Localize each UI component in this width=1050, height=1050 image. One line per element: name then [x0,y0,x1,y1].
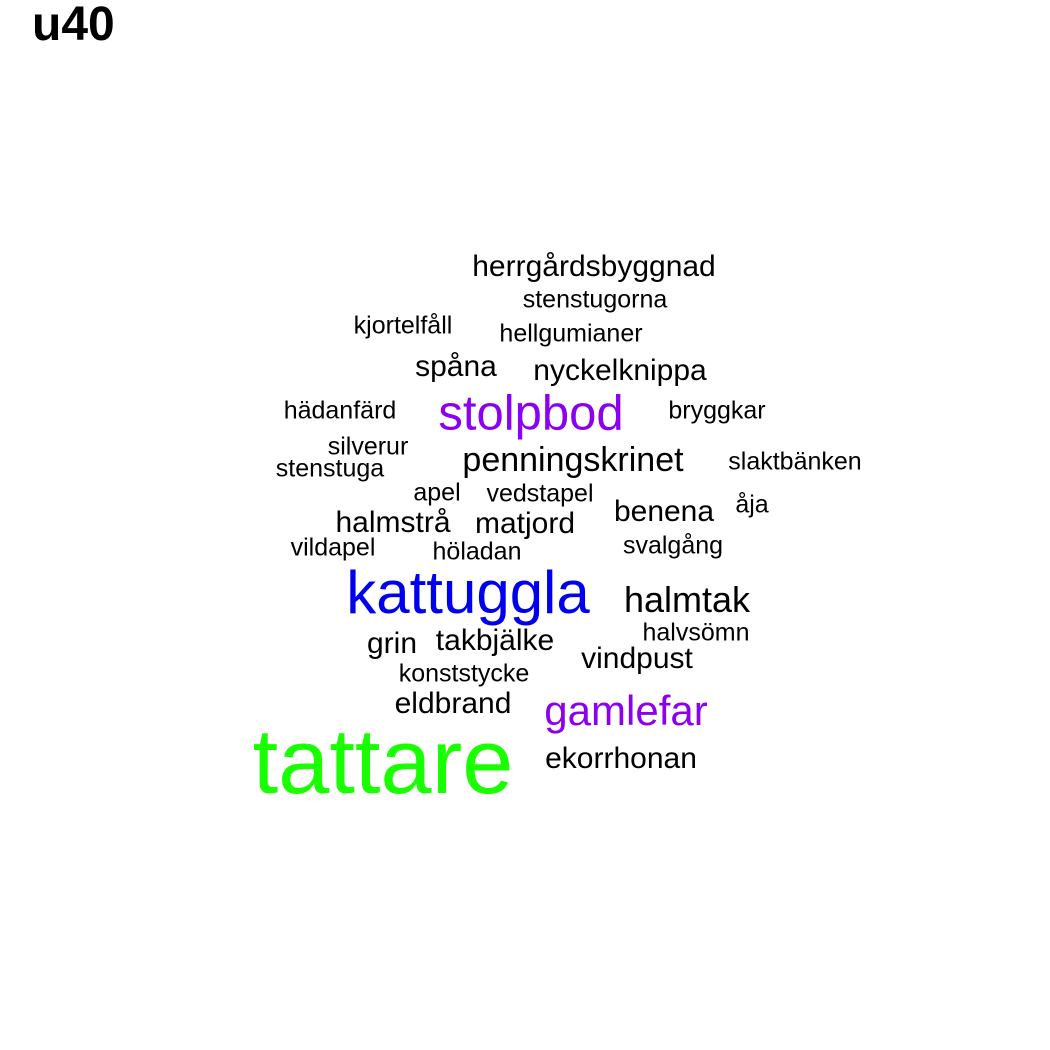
cloud-word: konststycke [398,659,530,688]
cloud-word: vindpust [581,642,693,675]
cloud-word: halmstrå [335,506,451,539]
cloud-word: vildapel [290,533,376,562]
cloud-word: matjord [474,507,576,540]
cloud-word: stenstugorna [522,285,668,314]
cloud-word: höladan [432,537,522,566]
cloud-word: herrgårdsbyggnad [472,250,716,283]
cloud-word: penningskrinet [462,441,684,479]
cloud-word: takbjälke [435,624,555,657]
cloud-word: kattuggla [346,559,590,626]
cloud-word: nyckelknippa [533,354,707,387]
chart-title: u40 [32,0,115,51]
cloud-word: ekorrhonan [545,742,697,775]
cloud-word: gamlefar [544,687,708,734]
cloud-word: stolpbod [438,386,624,441]
cloud-word: benena [613,495,715,528]
cloud-word: slaktbänken [728,447,862,476]
cloud-word: halvsömn [642,618,750,647]
cloud-word: kjortelfåll [353,311,453,340]
cloud-word: bryggkar [668,396,766,425]
cloud-word: tattare [252,711,514,813]
cloud-word: silverur [327,432,409,461]
cloud-word: hädanfärd [283,396,397,425]
cloud-word: eldbrand [394,687,512,720]
cloud-word: svalgång [622,531,724,560]
cloud-word: vedstapel [486,479,594,508]
cloud-word: hellgumianer [499,319,643,348]
cloud-word: stenstuga [275,454,385,483]
cloud-word: spåna [415,350,497,383]
cloud-word: halmtak [623,579,751,620]
cloud-word: grin [366,627,418,660]
cloud-word: åja [735,490,769,519]
cloud-word: apel [413,478,461,507]
